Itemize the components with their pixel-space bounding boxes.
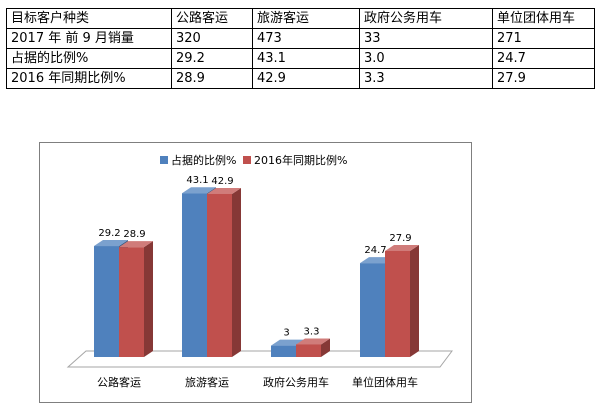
table-header-cell: 政府公务用车 <box>359 8 493 29</box>
category-label: 公路客运 <box>97 375 141 389</box>
bar-top <box>207 187 241 194</box>
data-label: 43.1 <box>186 175 208 186</box>
table-cell: 29.2 <box>171 48 253 69</box>
data-label: 42.9 <box>211 176 233 187</box>
table-cell: 占据的比例% <box>6 48 172 69</box>
data-label: 28.9 <box>123 229 145 240</box>
bar-chart: 占据的比例% 2016年同期比例% 29.2 28.9 公路客运 43.1 42.9 旅游客运… <box>39 142 472 403</box>
table-header-cell: 单位团体用车 <box>492 8 595 29</box>
bar <box>119 247 144 357</box>
table-cell: 2016 年同期比例% <box>6 68 172 89</box>
table-header-cell: 目标客户种类 <box>6 8 172 29</box>
table-cell: 27.9 <box>492 68 595 89</box>
bar-side <box>232 187 241 357</box>
bar-side <box>321 338 330 357</box>
data-label: 3.3 <box>304 326 320 337</box>
data-label: 3 <box>283 328 289 339</box>
bar-top <box>182 187 216 194</box>
table-cell: 473 <box>252 28 360 49</box>
table-cell: 3.0 <box>359 48 493 69</box>
bar <box>385 250 410 357</box>
table-cell: 320 <box>171 28 253 49</box>
table-header-row: 目标客户种类 公路客运 旅游客运 政府公务用车 单位团体用车 <box>6 8 595 29</box>
data-table: 目标客户种类 公路客运 旅游客运 政府公务用车 单位团体用车 2017 年 前 … <box>6 8 595 89</box>
legend-label: 占据的比例% <box>171 153 236 167</box>
table-cell: 3.3 <box>359 68 493 89</box>
table-cell: 28.9 <box>171 68 253 89</box>
bar-top <box>385 244 419 251</box>
bar-side <box>410 244 419 357</box>
data-label: 27.9 <box>389 233 411 244</box>
bar <box>94 246 119 357</box>
table-cell: 24.7 <box>492 48 595 69</box>
table-header-cell: 公路客运 <box>171 8 253 29</box>
legend-label: 2016年同期比例% <box>254 153 347 167</box>
bar-top <box>271 339 305 346</box>
category-label: 政府公务用车 <box>263 375 329 389</box>
bar <box>271 345 296 357</box>
bar <box>296 344 321 357</box>
bar <box>360 263 385 357</box>
bar-top <box>296 338 330 345</box>
bar <box>207 193 232 357</box>
table-row: 占据的比例% 29.2 43.1 3.0 24.7 <box>6 48 595 69</box>
legend-swatch <box>160 156 168 164</box>
legend-swatch <box>243 156 251 164</box>
data-label: 29.2 <box>98 228 120 239</box>
table-cell: 43.1 <box>252 48 360 69</box>
table-cell: 271 <box>492 28 595 49</box>
bar-top <box>94 240 128 247</box>
table-cell: 33 <box>359 28 493 49</box>
bar-top <box>119 241 153 248</box>
data-label: 24.7 <box>364 245 386 256</box>
bar-side <box>144 241 153 357</box>
table-row: 2016 年同期比例% 28.9 42.9 3.3 27.9 <box>6 68 595 89</box>
category-label: 单位团体用车 <box>352 375 418 389</box>
table-cell: 2017 年 前 9 月销量 <box>6 28 172 49</box>
table-header-cell: 旅游客运 <box>252 8 360 29</box>
chart-floor <box>66 350 453 368</box>
table-row: 2017 年 前 9 月销量 320 473 33 271 <box>6 28 595 49</box>
category-label: 旅游客运 <box>185 375 229 389</box>
chart-canvas: 占据的比例% 2016年同期比例% 29.2 28.9 公路客运 43.1 42.9 旅游客运… <box>66 153 453 389</box>
table-cell: 42.9 <box>252 68 360 89</box>
bar <box>182 193 207 357</box>
